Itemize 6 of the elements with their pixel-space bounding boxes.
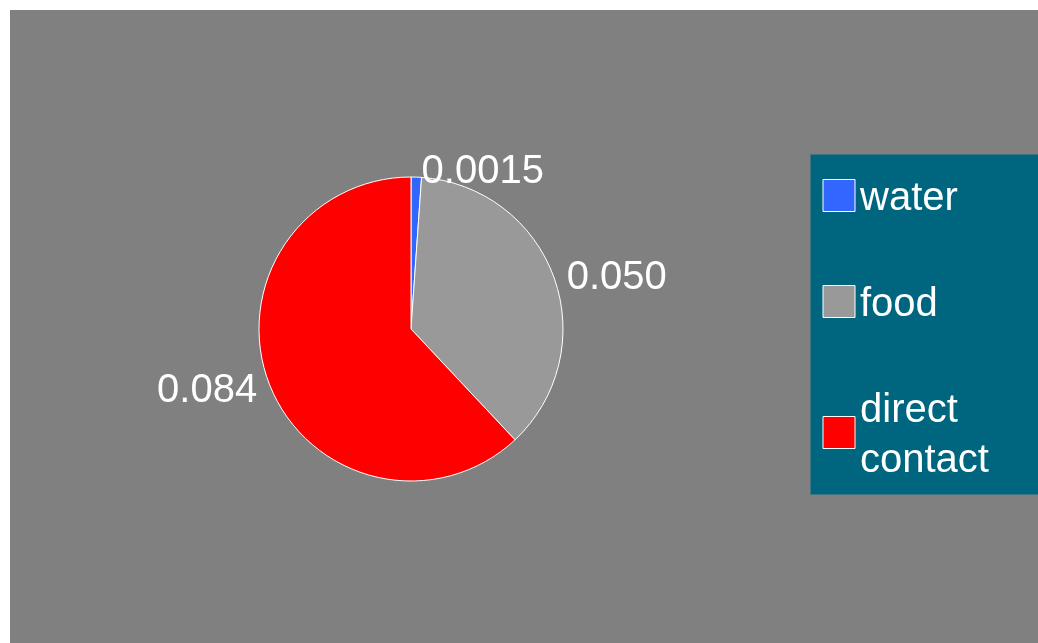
data-label: 0.0015: [421, 147, 544, 192]
data-label: 0.084: [157, 365, 258, 410]
data-label: 0.050: [566, 253, 667, 298]
legend-label: direct contact: [860, 385, 989, 480]
legend-label: food: [860, 279, 938, 324]
legend-label: water: [859, 173, 958, 218]
